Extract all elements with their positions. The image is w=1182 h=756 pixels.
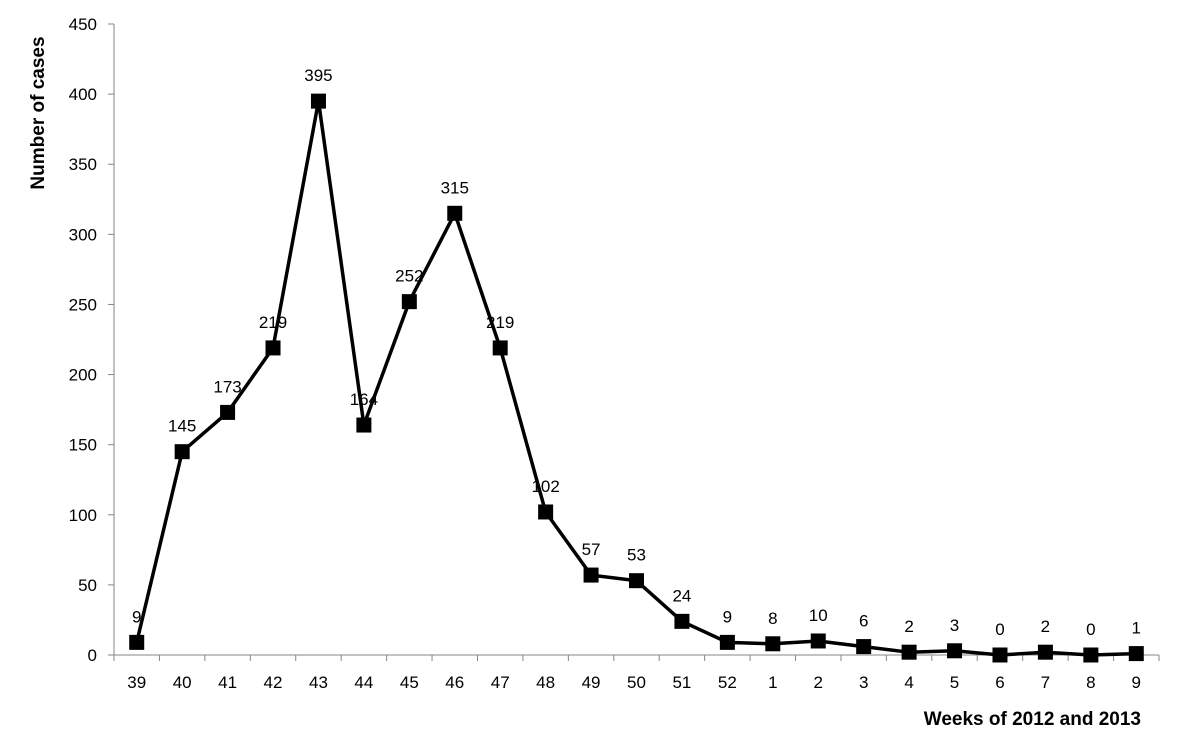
series-line-group bbox=[129, 93, 1144, 663]
data-label: 102 bbox=[531, 477, 559, 496]
data-point-marker bbox=[220, 404, 236, 420]
x-tick-label: 6 bbox=[995, 673, 1004, 692]
data-point-marker bbox=[492, 340, 508, 356]
data-point-marker bbox=[265, 340, 281, 356]
y-tick-label: 200 bbox=[69, 366, 97, 385]
x-tick-label: 51 bbox=[672, 673, 691, 692]
data-label: 2 bbox=[1041, 617, 1050, 636]
data-point-marker bbox=[856, 639, 872, 655]
x-tick-label: 7 bbox=[1041, 673, 1050, 692]
data-label: 145 bbox=[168, 417, 196, 436]
x-tick-label: 5 bbox=[950, 673, 959, 692]
data-label: 219 bbox=[259, 313, 287, 332]
data-label: 24 bbox=[672, 586, 691, 605]
data-label: 53 bbox=[627, 546, 646, 565]
x-tick-label: 48 bbox=[536, 673, 555, 692]
data-point-marker bbox=[356, 417, 372, 433]
data-label: 252 bbox=[395, 267, 423, 286]
data-label: 219 bbox=[486, 313, 514, 332]
data-point-marker bbox=[310, 93, 326, 109]
data-point-marker bbox=[810, 633, 826, 649]
x-tick-label: 2 bbox=[814, 673, 823, 692]
data-point-marker bbox=[674, 613, 690, 629]
y-tick-label: 150 bbox=[69, 436, 97, 455]
data-point-marker bbox=[583, 567, 599, 583]
y-tick-label: 400 bbox=[69, 85, 97, 104]
data-label: 0 bbox=[995, 620, 1004, 639]
data-point-marker bbox=[765, 636, 781, 652]
x-tick-label: 47 bbox=[491, 673, 510, 692]
y-tick-label: 50 bbox=[78, 576, 97, 595]
data-label: 395 bbox=[304, 66, 332, 85]
data-point-marker bbox=[129, 634, 145, 650]
data-point-marker bbox=[538, 504, 554, 520]
y-axis: 0 50 100 150 200 250 300 350 400 450 bbox=[69, 15, 115, 665]
data-point-marker bbox=[1083, 647, 1099, 663]
data-point-marker bbox=[401, 294, 417, 310]
data-label: 0 bbox=[1086, 620, 1095, 639]
data-point-marker bbox=[947, 643, 963, 659]
series-line bbox=[134, 100, 1137, 657]
x-tick-label: 50 bbox=[627, 673, 646, 692]
x-tick-label: 41 bbox=[218, 673, 237, 692]
x-tick-label: 45 bbox=[400, 673, 419, 692]
data-label: 164 bbox=[350, 390, 378, 409]
y-tick-label: 250 bbox=[69, 295, 97, 314]
data-point-marker bbox=[1128, 646, 1144, 662]
data-point-marker bbox=[901, 644, 917, 660]
data-point-marker bbox=[174, 444, 190, 460]
x-axis: 39 40 41 42 43 44 45 46 47 48 49 50 51 52 1 2 3 4 5 6 7 8 9 bbox=[113, 654, 1160, 692]
x-tick-label: 42 bbox=[264, 673, 283, 692]
data-point-marker bbox=[992, 647, 1008, 663]
x-tick-label: 9 bbox=[1132, 673, 1141, 692]
data-label: 57 bbox=[582, 540, 601, 559]
data-label: 9 bbox=[132, 607, 141, 626]
y-tick-label: 300 bbox=[69, 225, 97, 244]
data-label: 8 bbox=[768, 609, 777, 628]
y-axis-title: Number of cases bbox=[28, 36, 49, 189]
data-label: 6 bbox=[859, 612, 868, 631]
data-point-marker bbox=[719, 634, 735, 650]
x-tick-label: 4 bbox=[904, 673, 913, 692]
data-point-marker bbox=[629, 573, 644, 589]
x-tick-label: 52 bbox=[718, 673, 737, 692]
x-tick-label: 44 bbox=[354, 673, 373, 692]
y-tick-label: 0 bbox=[88, 646, 97, 665]
data-label: 10 bbox=[809, 606, 828, 625]
y-tick-label: 450 bbox=[69, 15, 97, 34]
data-label: 9 bbox=[723, 607, 732, 626]
data-label: 3 bbox=[950, 616, 959, 635]
x-tick-label: 3 bbox=[859, 673, 868, 692]
data-point-marker bbox=[1037, 644, 1053, 660]
x-tick-label: 39 bbox=[127, 673, 146, 692]
x-tick-label: 40 bbox=[173, 673, 192, 692]
data-label: 1 bbox=[1132, 619, 1141, 638]
y-tick-label: 100 bbox=[69, 506, 97, 525]
x-axis-title: Weeks of 2012 and 2013 bbox=[924, 709, 1141, 730]
x-tick-label: 1 bbox=[768, 673, 777, 692]
x-tick-label: 8 bbox=[1086, 673, 1095, 692]
data-label: 173 bbox=[213, 377, 241, 396]
y-tick-label: 350 bbox=[69, 155, 97, 174]
data-label: 315 bbox=[441, 178, 469, 197]
x-tick-label: 46 bbox=[445, 673, 464, 692]
x-tick-label: 43 bbox=[309, 673, 328, 692]
data-point-marker bbox=[447, 205, 463, 221]
data-label: 2 bbox=[904, 617, 913, 636]
x-tick-label: 49 bbox=[582, 673, 601, 692]
